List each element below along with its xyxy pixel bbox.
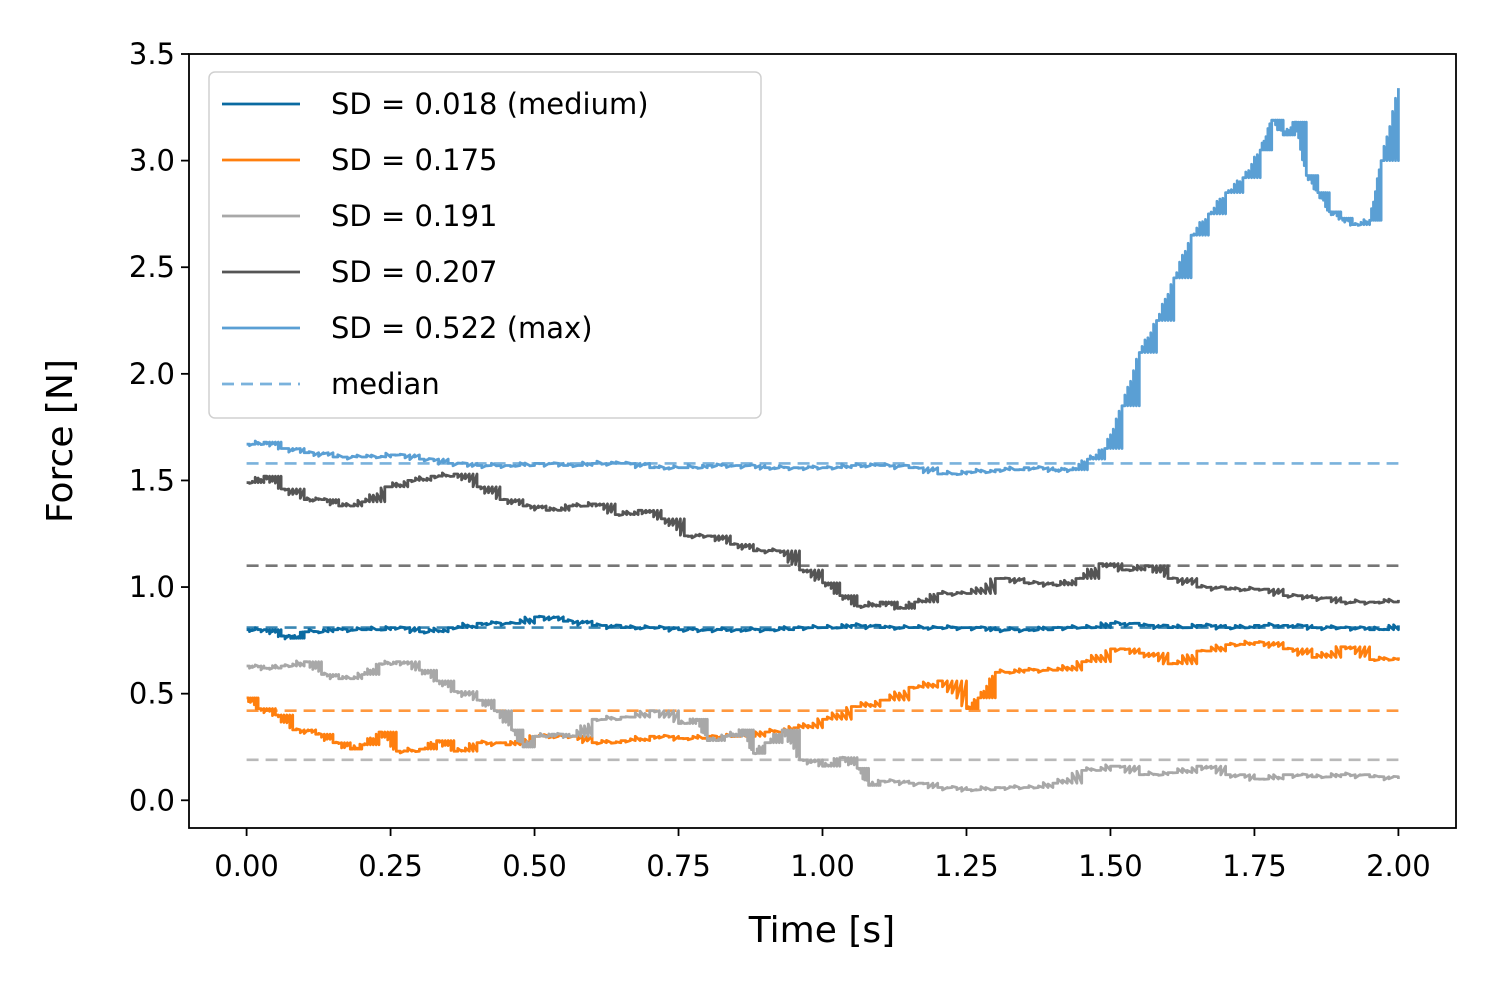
legend-label-5: SD = 0.522 (max)	[331, 311, 593, 345]
y-axis: 0.0 0.5 1.0 1.5 2.0 2.5 3.0 3.5	[129, 37, 189, 817]
y-tick-label: 0.0	[129, 783, 175, 817]
legend-box	[208, 71, 762, 419]
y-tick-label: 2.5	[129, 250, 175, 284]
y-axis-title: Force [N]	[40, 359, 81, 523]
x-tick-label: 1.50	[1078, 849, 1143, 883]
legend-label-median: median	[331, 367, 440, 401]
series-line-4	[246, 471, 1400, 611]
series-line-1	[246, 614, 1400, 641]
y-tick-label: 2.0	[129, 357, 175, 391]
x-axis-title: Time [s]	[748, 910, 895, 951]
series-line-5	[246, 88, 1400, 476]
legend-label-3: SD = 0.191	[331, 199, 498, 233]
x-tick-label: 1.75	[1222, 849, 1287, 883]
x-axis: 0.00 0.25 0.50 0.75 1.00 1.25 1.50 1.75 2.00	[214, 828, 1431, 883]
x-tick-label: 0.50	[502, 849, 567, 883]
y-tick-label: 3.0	[129, 144, 175, 178]
x-tick-label: 0.00	[214, 849, 279, 883]
x-tick-label: 1.00	[790, 849, 855, 883]
series-line-2	[246, 639, 1400, 755]
x-tick-label: 0.75	[646, 849, 711, 883]
x-tick-label: 2.00	[1366, 849, 1431, 883]
x-tick-label: 1.25	[934, 849, 999, 883]
legend-label-2: SD = 0.175	[331, 143, 498, 177]
y-tick-label: 3.5	[129, 37, 175, 71]
series-line-3	[246, 659, 1400, 793]
legend: SD = 0.018 (medium) SD = 0.175 SD = 0.191 S…	[208, 71, 762, 419]
y-tick-label: 0.5	[129, 677, 175, 711]
y-tick-label: 1.0	[129, 570, 175, 604]
y-tick-label: 1.5	[129, 463, 175, 497]
plot-area	[246, 88, 1400, 793]
legend-label-1: SD = 0.018 (medium)	[331, 87, 649, 121]
x-tick-label: 0.25	[358, 849, 423, 883]
legend-label-4: SD = 0.207	[331, 255, 498, 289]
